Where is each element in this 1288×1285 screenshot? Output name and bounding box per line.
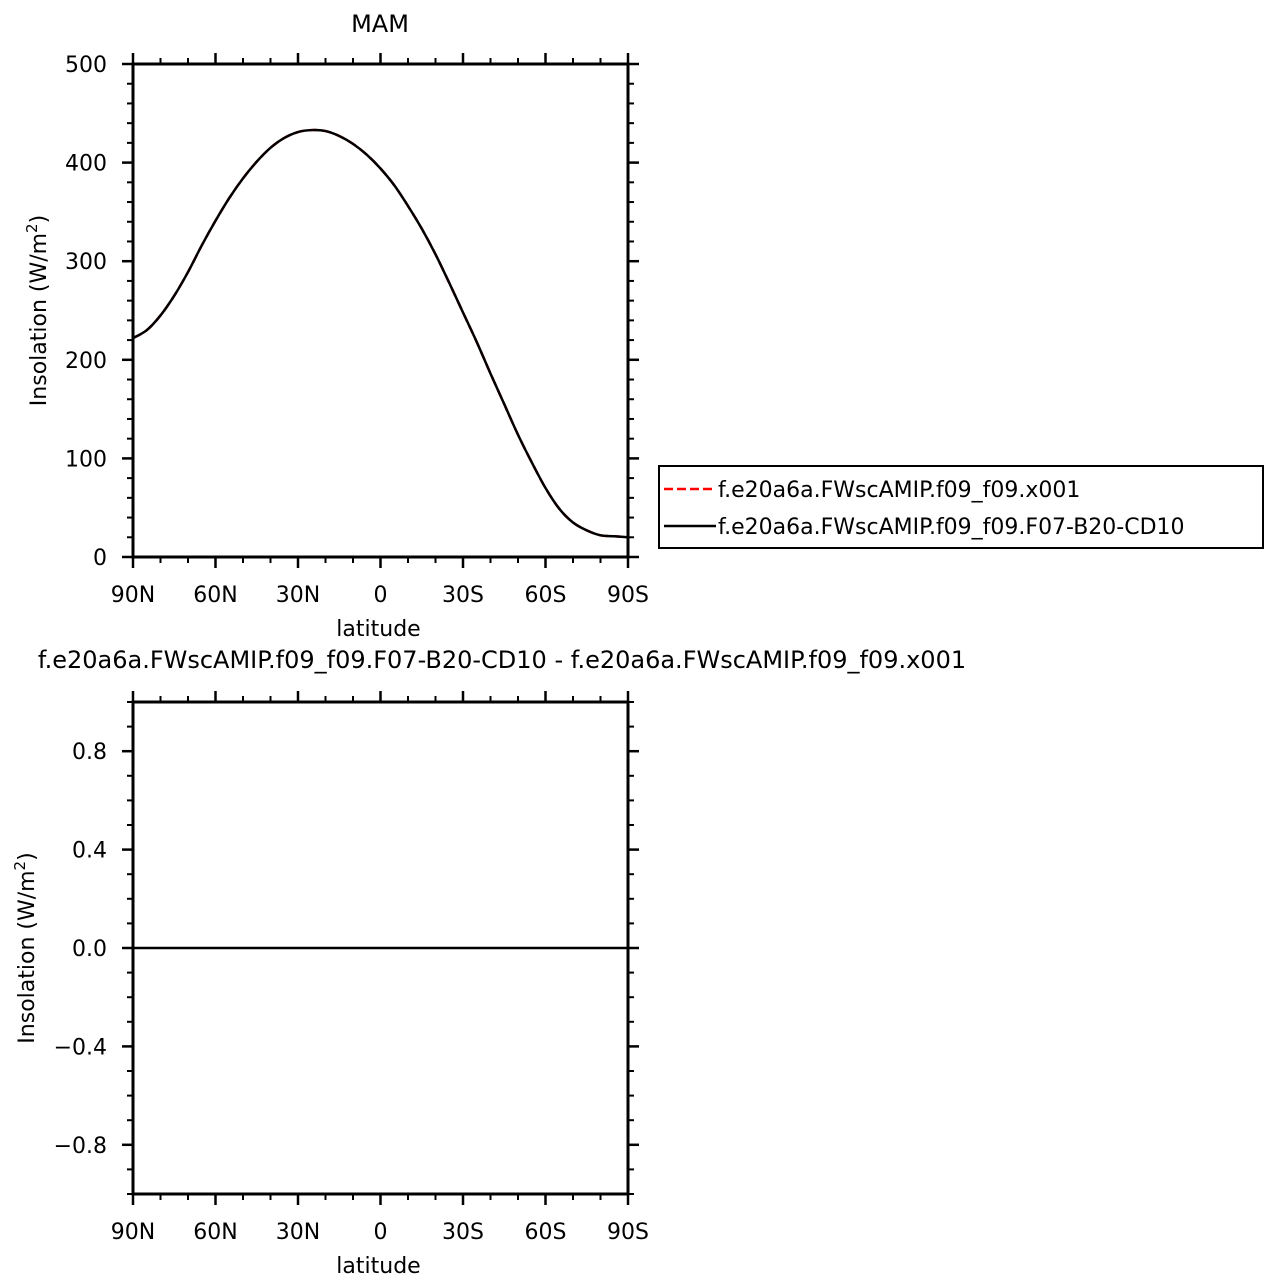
y-axis-label-main: Insolation (W/m xyxy=(15,870,40,1043)
y-axis-label-main: Insolation (W/m xyxy=(27,233,52,406)
y-axis-label-end: ) xyxy=(15,852,40,861)
x-tick-label: 60N xyxy=(193,1220,237,1245)
x-tick-label: 30N xyxy=(276,1220,320,1245)
legend-label-1: f.e20a6a.FWscAMIP.f09_f09.F07-B20-CD10 xyxy=(718,515,1185,540)
x-tick-label: 90N xyxy=(111,583,155,608)
series-line-0 xyxy=(133,128,628,539)
y-tick-label: −0.8 xyxy=(54,1134,107,1159)
y-axis-label-sup: 2 xyxy=(23,223,41,233)
y-axis-label: Insolation (W/m2) xyxy=(11,852,40,1043)
y-axis-label-end: ) xyxy=(27,215,52,224)
chart-title: MAM xyxy=(351,10,409,38)
x-tick-label: 30S xyxy=(442,583,484,608)
legend: f.e20a6a.FWscAMIP.f09_f09.x001 f.e20a6a.F… xyxy=(658,465,1264,549)
series-line-1 xyxy=(133,128,628,539)
y-tick-label: 200 xyxy=(65,349,107,374)
y-axis-label-sup: 2 xyxy=(11,861,29,871)
x-tick-label: 60S xyxy=(525,1220,567,1245)
x-tick-label: 90S xyxy=(607,583,649,608)
y-tick-label: 400 xyxy=(65,152,107,177)
y-tick-label: 0 xyxy=(93,546,107,571)
x-tick-label: 60N xyxy=(193,583,237,608)
y-tick-label: 0.8 xyxy=(72,740,107,765)
y-axis-label: Insolation (W/m2) xyxy=(23,215,52,406)
x-tick-label: 30N xyxy=(276,583,320,608)
x-tick-label: 90S xyxy=(607,1220,649,1245)
x-axis-label: latitude xyxy=(336,617,420,642)
y-tick-label: 0.4 xyxy=(72,839,107,864)
x-tick-label: 30S xyxy=(442,1220,484,1245)
bottom-panel: f.e20a6a.FWscAMIP.f09_f09.F07-B20-CD10 -… xyxy=(11,646,966,1279)
legend-box xyxy=(658,465,1264,549)
x-tick-label: 0 xyxy=(374,1220,388,1245)
x-tick-label: 90N xyxy=(111,1220,155,1245)
chart-title: f.e20a6a.FWscAMIP.f09_f09.F07-B20-CD10 -… xyxy=(38,646,966,674)
x-axis-label: latitude xyxy=(336,1254,420,1279)
x-tick-label: 0 xyxy=(374,583,388,608)
legend-label-0: f.e20a6a.FWscAMIP.f09_f09.x001 xyxy=(718,478,1080,503)
x-tick-label: 60S xyxy=(525,583,567,608)
plot-frame xyxy=(131,62,630,559)
y-tick-label: −0.4 xyxy=(54,1035,107,1060)
y-tick-label: 100 xyxy=(65,447,107,472)
y-tick-label: 500 xyxy=(65,53,107,78)
y-tick-label: 300 xyxy=(65,250,107,275)
top-panel: MAM 90N 60N 30N 0 30S 60S 90S 0 100 200 300 400 500 la… xyxy=(23,10,649,642)
y-tick-label: 0.0 xyxy=(72,937,107,962)
